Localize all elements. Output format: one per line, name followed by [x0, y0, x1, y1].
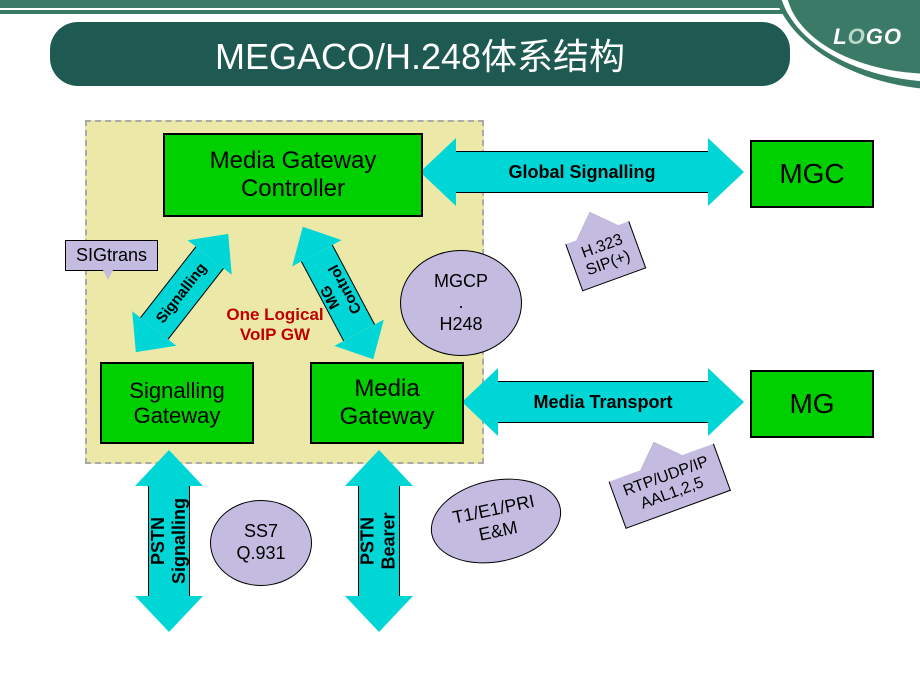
box-mgc-ctrl-label: Media Gateway Controller [210, 147, 377, 202]
box-mg-label: MG [789, 388, 834, 420]
arrow-head-down [345, 596, 413, 632]
arrow-media-label: Media Transport [533, 392, 672, 413]
arrow-head-left [462, 368, 498, 436]
callout-rtp-label: RTP/UDP/IP AAL1,2,5 [621, 453, 711, 513]
arrow-head-up [345, 450, 413, 486]
logo-o: O [848, 24, 866, 49]
box-media-gateway: Media Gateway [310, 362, 464, 444]
slide: LOGO MEGACO/H.248体系结构 One Logical VoIP G… [0, 0, 920, 690]
arrow-head-up [135, 450, 203, 486]
box-mediagw-label: Media Gateway [340, 375, 435, 430]
arrow-shaft: PSTN Bearer [358, 486, 400, 596]
arrow-global-label: Global Signalling [508, 162, 655, 183]
arrow-global-signalling: Global Signalling [420, 138, 744, 206]
arrow-shaft: Media Transport [498, 381, 708, 423]
slide-title: MEGACO/H.248体系结构 [50, 22, 790, 86]
diagram-stage: One Logical VoIP GW Global Signalling Me… [0, 100, 920, 690]
ellipse-ss7: SS7 Q.931 [210, 500, 312, 586]
arrow-head-left [420, 138, 456, 206]
arrow-shaft: Global Signalling [456, 151, 708, 193]
arrow-pstn-sig-label: PSTN Signalling [148, 498, 190, 584]
box-siggw-label: Signalling Gateway [129, 378, 224, 429]
arrow-shaft: PSTN Signalling [148, 486, 190, 596]
ellipse-t1e1-label: T1/E1/PRI E&M [451, 491, 541, 551]
box-media-gateway-controller: Media Gateway Controller [163, 133, 423, 217]
callout-sigtrans: SIGtrans [65, 240, 158, 271]
ellipse-mgcp-label: MGCP . H248 [434, 271, 488, 336]
logical-voip-gw-text: One Logical VoIP GW [226, 305, 323, 344]
logo-text: LOGO [833, 24, 902, 50]
callout-h323-label: H.323 SIP(+) [579, 231, 633, 279]
arrow-pstn-bearer-label: PSTN Bearer [358, 512, 400, 569]
arrow-pstn-bearer: PSTN Bearer [345, 450, 413, 632]
sigtrans-tail [102, 268, 114, 280]
arrow-head-right [708, 368, 744, 436]
logo-l: L [833, 24, 847, 49]
arrow-mgcontrol-label: MG Control [310, 261, 365, 324]
box-mg: MG [750, 370, 874, 438]
ellipse-mgcp-h248: MGCP . H248 [400, 250, 522, 356]
box-mgc-label: MGC [779, 158, 844, 190]
arrow-head-right [708, 138, 744, 206]
ellipse-ss7-label: SS7 Q.931 [236, 521, 285, 564]
logo-go: GO [866, 24, 902, 49]
box-signalling-gateway: Signalling Gateway [100, 362, 254, 444]
box-mgc: MGC [750, 140, 874, 208]
callout-rtp: RTP/UDP/IP AAL1,2,5 [601, 423, 730, 529]
sigtrans-label: SIGtrans [76, 245, 147, 265]
arrow-pstn-signalling: PSTN Signalling [135, 450, 203, 632]
arrow-head-down [135, 596, 203, 632]
ellipse-t1e1: T1/E1/PRI E&M [423, 467, 569, 575]
callout-h323-sip: H.323 SIP(+) [558, 201, 646, 292]
